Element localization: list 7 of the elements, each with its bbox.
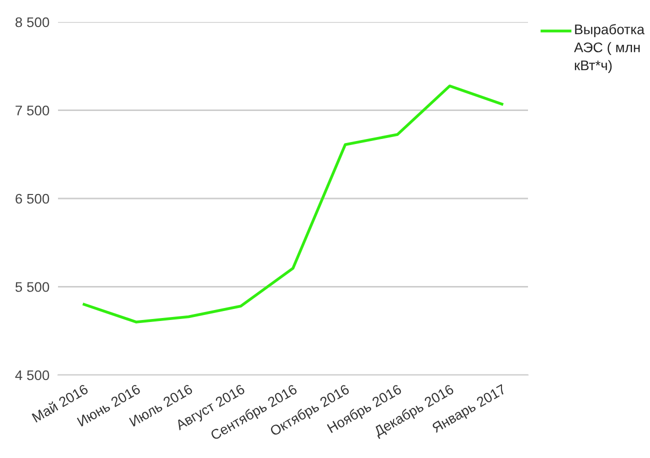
y-tick-label: 8 500 [16, 17, 50, 28]
legend-label: Выработка АЭС ( млн кВт*ч) [574, 24, 645, 74]
y-tick-label: 5 500 [15, 282, 50, 292]
y-tick-label: 7 500 [16, 106, 50, 116]
y-tick-label: 4 500 [15, 370, 50, 380]
y-tick-label: 6 500 [16, 194, 50, 204]
line-series [82, 84, 504, 324]
